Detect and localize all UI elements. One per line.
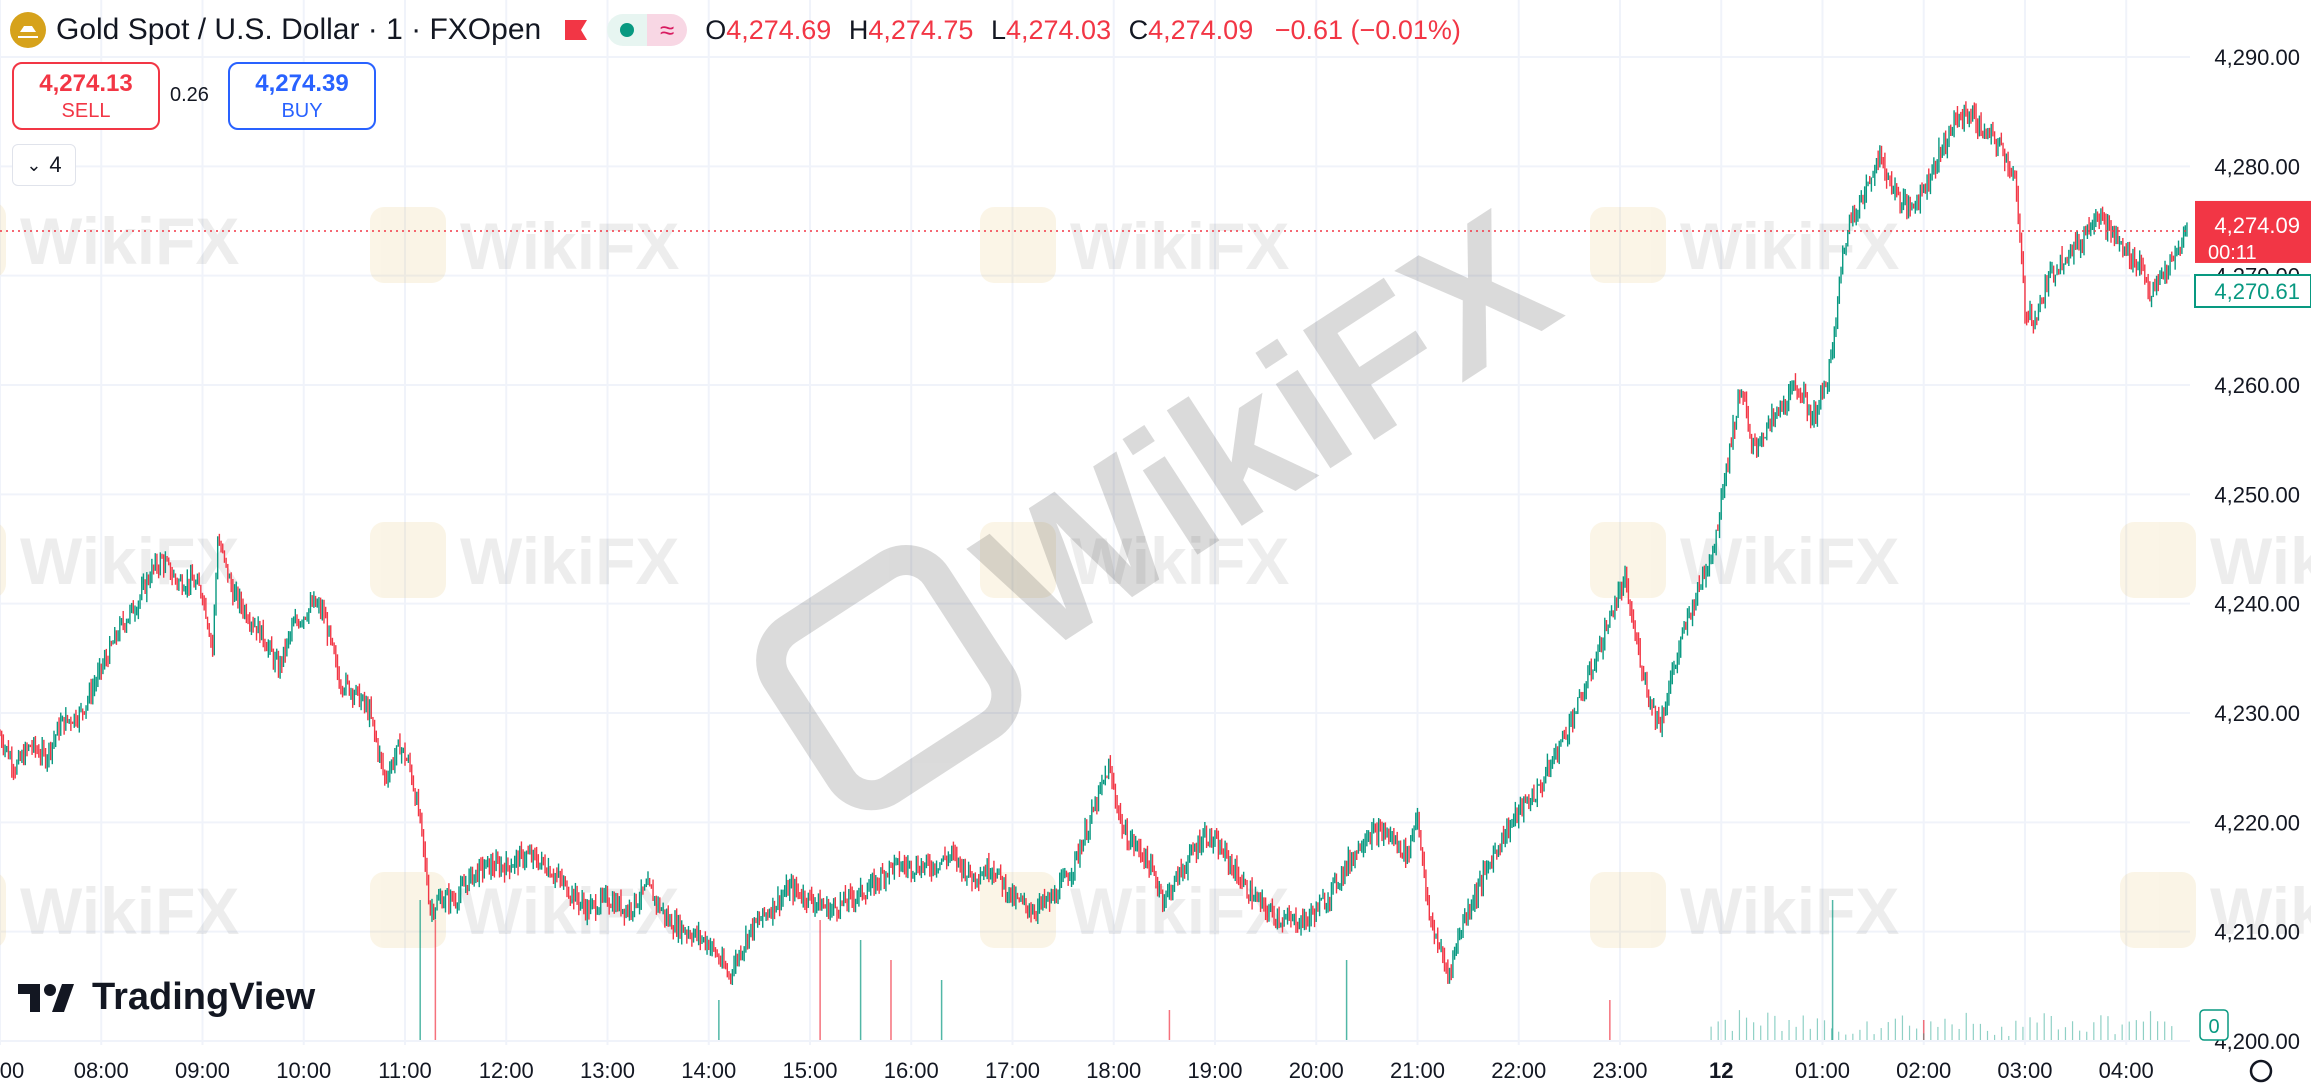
y-tick-label: 4,240.00 [2214,592,2300,617]
y-tick-label: 4,210.00 [2214,920,2300,945]
x-tick-label: 13:00 [580,1058,635,1083]
x-tick-label: 00 [0,1058,24,1083]
svg-text:WikiFX: WikiFX [1680,874,1899,948]
x-tick-label: 16:00 [884,1058,939,1083]
y-tick-label: 4,250.00 [2214,482,2300,507]
market-open-icon [607,14,648,46]
x-tick-label: 22:00 [1491,1058,1546,1083]
last-price-label: 4,274.09 [2214,213,2300,238]
x-tick-label: 10:00 [276,1058,331,1083]
watermark: WikiFX [980,207,1289,283]
sell-button[interactable]: 4,274.13 SELL [12,62,160,130]
countdown-label: 00:11 [2208,242,2257,264]
gold-symbol-icon [10,12,46,48]
tradingview-icon [18,983,74,1012]
y-tick-label: 4,290.00 [2214,45,2300,70]
svg-text:WikiFX: WikiFX [1680,209,1899,283]
second-price-tag [2194,273,2311,308]
x-tick-label: 08:00 [74,1058,129,1083]
symbol-header: Gold Spot / U.S. Dollar · 1 · FXOpen ≈ O… [10,10,1461,50]
watermark: WikiFX [0,204,239,278]
svg-text:WikiFX: WikiFX [1070,209,1289,283]
watermark: WikiFX [1590,872,1899,948]
tradingview-logo[interactable]: TradingView [18,976,315,1019]
watermark: WikiFX [370,522,679,598]
x-tick-label: 19:00 [1187,1058,1242,1083]
svg-text:WikiFX: WikiFX [1070,874,1289,948]
svg-text:WikiFX: WikiFX [20,524,239,598]
x-tick-label: 02:00 [1896,1058,1951,1083]
watermark: WikiFX [0,874,239,948]
delayed-data-icon: ≈ [647,14,688,46]
watermark: WikiFX [980,522,1289,598]
y-tick-label: 4,260.00 [2214,373,2300,398]
symbol-title[interactable]: Gold Spot / U.S. Dollar · 1 · FXOpen [56,13,542,46]
svg-text:WikiFX: WikiFX [1070,524,1289,598]
svg-text:WikiFX: WikiFX [460,874,679,948]
watermark: WikiFX [370,872,679,948]
svg-text:WikiFX: WikiFX [2210,874,2311,948]
svg-text:WikiFX: WikiFX [460,209,679,283]
x-tick-label: 01:00 [1795,1058,1850,1083]
y-tick-label: 4,230.00 [2214,701,2300,726]
x-tick-label: 14:00 [681,1058,736,1083]
volume-axis-label: 0 [2208,1016,2219,1038]
second-price-label: 4,270.61 [2214,279,2300,304]
y-tick-label: 4,280.00 [2214,154,2300,179]
x-tick-label: 15:00 [782,1058,837,1083]
x-tick-label: 03:00 [1997,1058,2052,1083]
watermark: WikiFX [370,207,679,283]
svg-text:WikiFX: WikiFX [460,524,679,598]
x-tick-label: 12 [1709,1058,1733,1083]
last-price-tag [2195,200,2311,263]
x-tick-label: 11:00 [378,1058,431,1083]
change-value: −0.61 (−0.01%) [1274,14,1461,45]
chevron-down-icon: ⌄ [26,154,42,175]
settings-gear-icon[interactable] [2249,1059,2273,1083]
x-tick-label: 23:00 [1592,1058,1647,1083]
spread-value: 0.26 [170,84,209,106]
x-tick-label: 09:00 [175,1058,230,1083]
watermark: WikiFX [0,524,239,598]
svg-text:WikiFX: WikiFX [2210,524,2311,598]
tradingview-wordmark: TradingView [92,976,316,1018]
x-tick-label: 17:00 [985,1058,1040,1083]
volume-axis-tag [2199,1009,2229,1041]
svg-text:WikiFX: WikiFX [20,874,239,948]
flag-icon[interactable] [563,17,589,43]
x-tick-label: 12:00 [479,1058,534,1083]
ohlc-values: O4,274.69 H4,274.75 L4,274.03 C4,274.09 … [705,14,1461,45]
y-tick-label: 4,220.00 [2214,810,2300,835]
market-status-pill[interactable]: ≈ [607,14,688,46]
x-tick-label: 18:00 [1086,1058,1141,1083]
watermark: WikiFX [2120,522,2311,598]
x-tick-label: 20:00 [1289,1058,1344,1083]
svg-text:WikiFX: WikiFX [20,204,239,278]
watermark: WikiFX [2120,872,2311,948]
indicators-toggle[interactable]: ⌄ 4 [12,144,76,186]
watermark: WikiFX [980,872,1289,948]
x-tick-label: 21:00 [1390,1058,1445,1083]
watermark: WikiFX [1590,207,1899,283]
watermark: WikiFX [1590,522,1899,598]
x-tick-label: 04:00 [2099,1058,2154,1083]
buy-button[interactable]: 4,274.39 BUY [228,62,376,130]
indicators-count: 4 [49,152,62,177]
